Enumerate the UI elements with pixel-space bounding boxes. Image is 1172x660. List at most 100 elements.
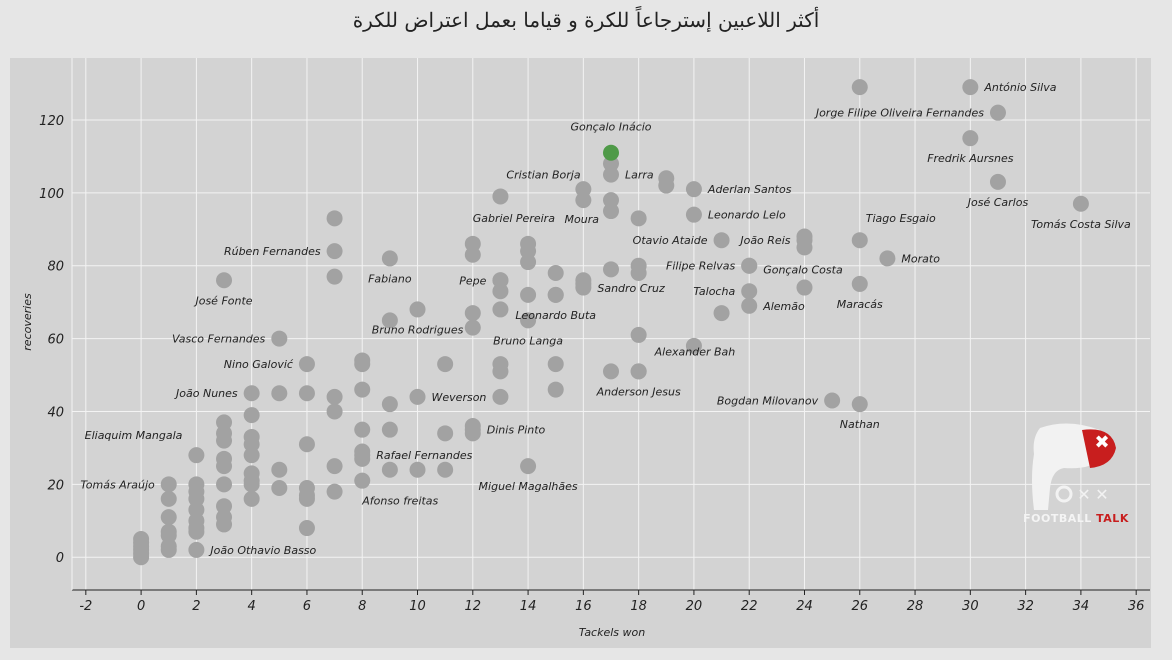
data-point: [160, 538, 177, 555]
data-point: [603, 166, 619, 183]
data-point: [381, 421, 398, 438]
data-point: [603, 203, 619, 220]
data-point: [989, 104, 1006, 121]
data-point: [547, 381, 564, 398]
point-label: Pepe: [459, 274, 486, 287]
point-label: Sandro Cruz: [597, 282, 665, 295]
axes: -2 0 2 4 6 8 10 12 14 16 18 20 22 24 26 28 30 32 34 3602040…: [39, 58, 1150, 614]
data-point: [962, 79, 979, 96]
x-tick-label: 20: [686, 599, 703, 614]
svg-text:✖: ✖: [1094, 432, 1109, 453]
data-point: [188, 541, 205, 558]
data-point: [575, 192, 592, 209]
data-point: [243, 428, 260, 445]
point-label: Leonardo Lelo: [708, 209, 786, 222]
data-point: [685, 206, 702, 223]
point-label: Afonso freitas: [361, 495, 438, 508]
svg-text:✕: ✕: [1095, 485, 1108, 504]
data-point: [160, 523, 177, 540]
data-point: [216, 425, 233, 442]
data-point: [188, 476, 205, 493]
point-label: Larra: [625, 169, 654, 182]
data-point: [271, 330, 288, 347]
data-point: [437, 425, 454, 442]
data-point: [437, 461, 454, 478]
foxx-logo: ✖ ✕ ✕: [1020, 418, 1132, 530]
data-point: [243, 490, 260, 507]
y-tick-label: 40: [47, 405, 64, 420]
data-point: [1072, 195, 1089, 212]
data-point: [464, 246, 481, 263]
y-tick-label: 100: [39, 187, 64, 202]
data-point: [464, 319, 481, 336]
data-point: [271, 385, 288, 402]
point-label: José Carlos: [966, 196, 1029, 209]
data-point: [851, 79, 868, 96]
x-tick-label: 36: [1128, 599, 1145, 614]
data-point: [160, 476, 177, 493]
y-tick-label: 0: [56, 551, 64, 566]
data-point: [133, 530, 150, 547]
point-label: António Silva: [983, 81, 1056, 94]
data-point: [464, 305, 481, 322]
point-label: Gonçalo Inácio: [570, 121, 651, 134]
data-point: [547, 356, 564, 373]
y-tick-label: 80: [47, 260, 64, 275]
data-point: [354, 421, 371, 438]
data-point: [547, 286, 564, 303]
point-label: Alexander Bah: [654, 345, 736, 358]
data-point: [271, 479, 288, 496]
data-point: [685, 337, 702, 354]
x-tick-label: 24: [796, 599, 813, 614]
grid-lines: [72, 58, 1150, 590]
logo-text-main: FOOTBALL: [1023, 512, 1092, 525]
point-label: Rúben Fernandes: [224, 245, 321, 258]
data-point: [796, 279, 813, 296]
x-tick-label: 16: [575, 599, 592, 614]
data-point: [492, 188, 509, 205]
point-label: Gabriel Pereira: [473, 212, 555, 225]
point-label: Fabiano: [368, 272, 412, 285]
data-point: [658, 170, 675, 187]
point-label: Cristian Borja: [506, 168, 580, 181]
data-point: [188, 501, 205, 518]
data-point: [630, 210, 647, 227]
data-point: [188, 447, 205, 464]
point-label: Weverson: [432, 391, 487, 404]
data-point: [216, 498, 233, 515]
data-point: [326, 243, 343, 260]
data-point: [381, 396, 398, 413]
data-point: [492, 272, 509, 289]
data-point: [520, 235, 537, 252]
data-point: [216, 414, 233, 431]
point-label: Nathan: [840, 418, 880, 431]
data-point: [492, 283, 509, 300]
x-tick-label: 30: [962, 599, 979, 614]
point-label: Tomás Costa Silva: [1031, 218, 1131, 231]
point-label: Talocha: [693, 285, 735, 298]
point-label: Filipe Relvas: [666, 260, 735, 273]
point-label: Otavio Ataide: [633, 234, 708, 247]
data-point: [851, 396, 868, 413]
data-point: [520, 458, 537, 475]
point-label: Morato: [901, 252, 940, 265]
data-point: [603, 261, 619, 278]
x-tick-label: 12: [465, 599, 482, 614]
data-point: [354, 447, 371, 464]
data-point: [464, 235, 481, 252]
data-point: [492, 356, 509, 373]
data-point: [326, 388, 343, 405]
data-point: [381, 312, 398, 329]
data-point: [271, 461, 288, 478]
x-tick-label: 14: [520, 599, 537, 614]
data-point: [741, 283, 758, 300]
svg-text:✕: ✕: [1077, 485, 1090, 504]
y-tick-label: 60: [47, 333, 64, 348]
data-point: [437, 356, 454, 373]
data-point: [298, 520, 315, 537]
x-tick-label: 18: [630, 599, 647, 614]
point-label: João Nunes: [174, 387, 238, 400]
data-point: [575, 275, 592, 292]
foxx-fox-icon: ✖ ✕ ✕: [1032, 423, 1116, 510]
